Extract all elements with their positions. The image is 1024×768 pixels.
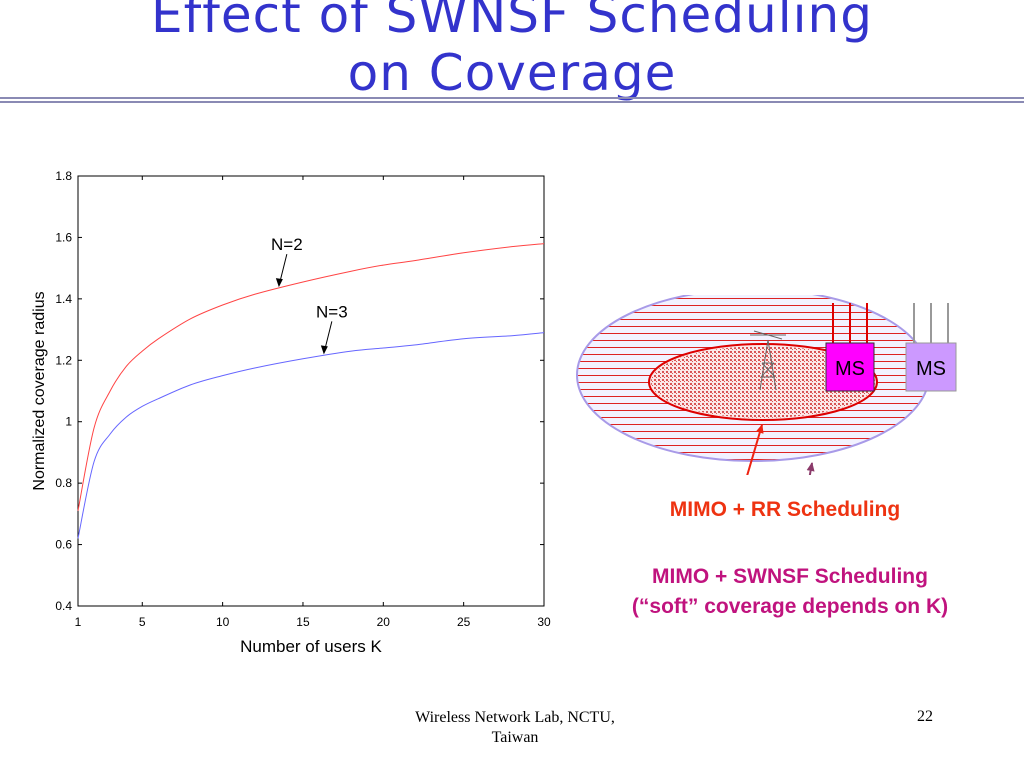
x-axis-label: Number of users K [240,637,382,656]
series-line-n-2 [77,243,545,511]
rr-coverage-dots [651,346,875,418]
coverage-diagram: MS MS [576,295,957,475]
annotation-arrowhead [275,278,283,288]
page-number: 22 [917,708,933,725]
annotation-arrow-line [324,321,333,350]
ms-inner-label: MS [835,358,865,380]
annotation-arrow-line [279,253,288,283]
ms-inner-device: MS [825,342,875,392]
title-rule-top [0,97,1024,99]
x-tick-label: 15 [296,615,310,629]
coverage-chart: 1 5 10 15 20 25 300.40.60.811.21.41.61.8Number… [31,169,551,656]
y-tick-label: 0.6 [55,538,72,552]
x-tick-label: 1 [75,615,82,629]
ms-outer-device: MS [905,342,957,392]
annotation-label: N=3 [316,302,348,321]
swnsf-caption-line-2: (“soft” coverage depends on K) [631,595,949,618]
y-tick-label: 1 [65,415,72,429]
ms-inner-antennas [832,303,868,343]
y-tick-label: 0.8 [55,476,72,490]
slide-title: Effect of SWNSF Scheduling on Coverage [0,0,1024,102]
y-tick-label: 1.4 [55,292,72,306]
x-tick-label: 5 [139,615,146,629]
footer-line-1: Wireless Network Lab, NCTU, [415,709,615,726]
y-tick-label: 1.2 [55,353,72,367]
rr-scheduling-caption: MIMO + RR Scheduling [669,498,901,521]
y-tick-label: 1.6 [55,230,72,244]
x-tick-label: 30 [537,615,551,629]
title-line-2: on Coverage [347,44,677,102]
annotation-label: N=2 [271,235,303,254]
y-axis-label: Normalized coverage radius [31,291,48,490]
y-tick-label: 0.4 [55,599,72,613]
y-tick-label: 1.8 [55,169,72,183]
swnsf-caption-line-1: MIMO + SWNSF Scheduling [652,565,928,588]
ms-outer-label: MS [916,358,946,380]
x-tick-label: 25 [457,615,471,629]
x-tick-label: 20 [377,615,391,629]
series-line-n-3 [77,332,545,539]
title-line-1: Effect of SWNSF Scheduling [151,0,873,44]
footer-line-2: Taiwan [491,729,539,746]
base-station-tower-icon [750,330,786,391]
slide-footer: Wireless Network Lab, NCTU, Taiwan [380,708,650,748]
ms-outer-antennas [913,303,949,343]
annotation-arrowhead [320,345,328,355]
rr-arrow [746,424,764,475]
x-tick-label: 10 [216,615,230,629]
title-rule-bottom [0,101,1024,103]
swnsf-arrow [806,462,815,475]
swnsf-scheduling-caption: MIMO + SWNSF Scheduling (“soft” coverage… [560,562,1020,622]
plot-area [77,175,545,607]
